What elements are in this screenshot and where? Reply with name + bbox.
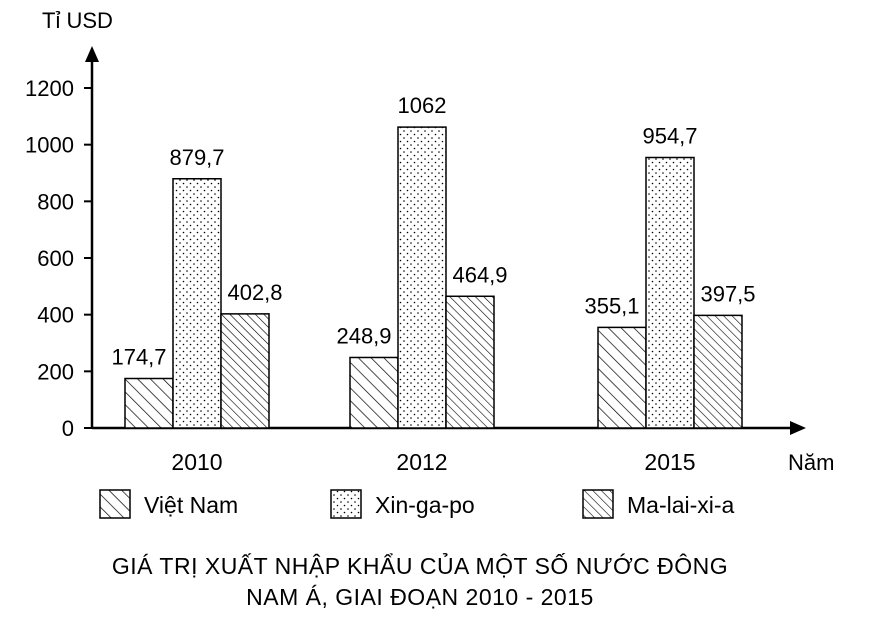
- value-label: 397,5: [700, 281, 755, 306]
- category-label-2012: 2012: [396, 449, 447, 475]
- bar-2012-2: [397, 126, 447, 429]
- y-tick-label: 800: [37, 189, 74, 214]
- value-label: 954,7: [642, 124, 697, 149]
- y-tick-label: 200: [37, 359, 74, 384]
- bar-2012-1: [349, 356, 399, 429]
- bars: [124, 126, 743, 429]
- y-axis-arrow: [85, 46, 99, 62]
- bar-2010-2: [172, 178, 222, 429]
- chart-title-line-1: GIÁ TRỊ XUẤT NHẬP KHẨU CỦA MỘT SỐ NƯỚC Đ…: [112, 551, 728, 579]
- value-label: 355,1: [584, 293, 639, 318]
- bar-2010-1: [124, 377, 174, 429]
- bar-2015-1: [597, 326, 647, 429]
- y-tick-label: 600: [37, 246, 74, 271]
- value-label: 402,8: [227, 280, 282, 305]
- legend-swatch-3: [582, 489, 614, 519]
- legend-swatch-2: [330, 489, 362, 519]
- legend: Việt Nam Xin-ga-po Ma-lai-xi-a: [99, 489, 735, 519]
- y-axis-title: Tỉ USD: [42, 8, 113, 33]
- value-label: 174,7: [111, 345, 166, 370]
- value-labels: 174,7 879,7 402,8 248,9 1062 464,9 355,1 954,7 3…: [111, 93, 755, 369]
- value-label: 1062: [398, 93, 447, 118]
- value-label: 464,9: [452, 262, 507, 287]
- x-axis-title: Năm: [788, 450, 834, 475]
- y-tick-label: 1200: [25, 76, 74, 101]
- legend-label-1: Việt Nam: [144, 492, 238, 518]
- legend-label-3: Ma-lai-xi-a: [627, 492, 735, 518]
- value-label: 248,9: [336, 323, 391, 348]
- x-axis-arrow: [790, 421, 806, 435]
- y-tick-label: 0: [62, 416, 74, 441]
- y-tick-label: 400: [37, 303, 74, 328]
- legend-swatch-1: [99, 489, 131, 519]
- legend-label-2: Xin-ga-po: [375, 492, 475, 518]
- category-labels: 2010 2012 2015: [171, 449, 695, 475]
- category-label-2015: 2015: [644, 449, 695, 475]
- category-label-2010: 2010: [171, 449, 222, 475]
- chart-title-line-2: NAM Á, GIAI ĐOẠN 2010 - 2015: [246, 584, 594, 610]
- bar-2012-3: [445, 295, 495, 429]
- bar-2010-3: [220, 313, 270, 429]
- bar-2015-2: [645, 156, 695, 429]
- bar-2015-3: [693, 314, 743, 429]
- y-tick-label: 1000: [25, 133, 74, 158]
- y-ticks: 0 200 400 600 800 1000 1200: [25, 76, 92, 441]
- value-label: 879,7: [169, 145, 224, 170]
